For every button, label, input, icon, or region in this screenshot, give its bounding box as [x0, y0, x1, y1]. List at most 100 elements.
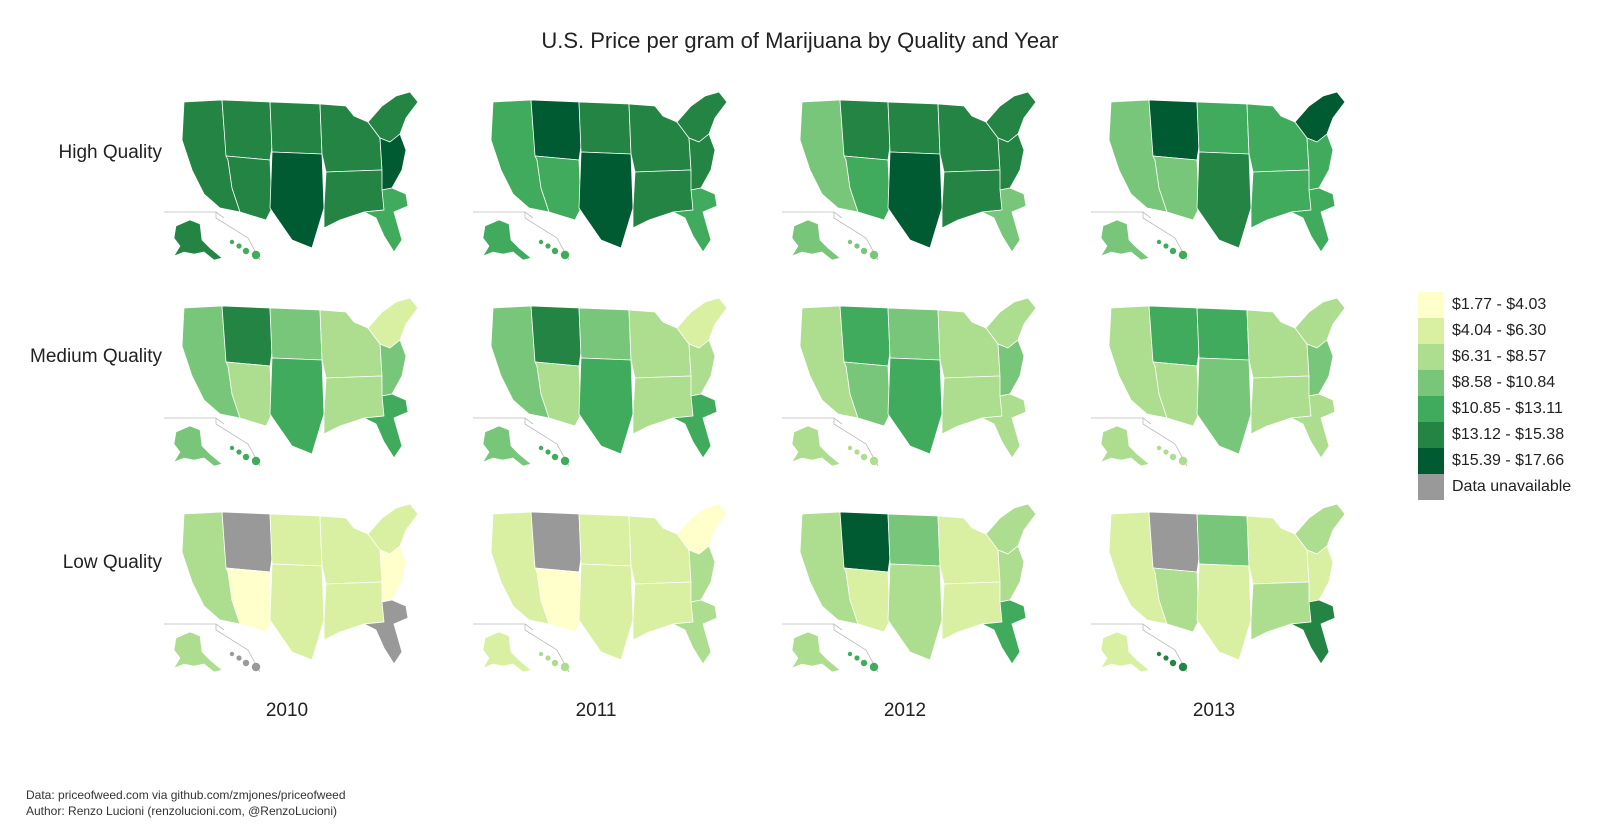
map-region — [997, 133, 1025, 191]
map-region-hawaii — [545, 449, 551, 455]
legend-label: $4.04 - $6.30 — [1452, 322, 1547, 339]
map-region — [269, 151, 325, 249]
map-region — [323, 581, 385, 641]
map-region-hawaii — [538, 651, 544, 657]
map-region — [843, 567, 891, 633]
map-region — [269, 307, 323, 361]
inset-frame — [1091, 623, 1188, 673]
us-map-panel — [1091, 288, 1361, 478]
map-region — [578, 357, 634, 455]
map-region — [269, 513, 323, 567]
col-label-2011: 2011 — [575, 700, 617, 721]
map-region — [632, 375, 694, 435]
map-region-alaska — [1100, 219, 1150, 261]
map-region-hawaii — [1169, 453, 1177, 461]
legend-label: $15.39 - $17.66 — [1452, 452, 1565, 469]
row-label-medium-quality: Medium Quality — [30, 346, 162, 367]
map-region — [887, 151, 943, 249]
map-region — [632, 169, 694, 229]
us-map-panel — [473, 288, 743, 478]
inset-frame — [473, 623, 570, 673]
us-map — [1091, 297, 1346, 467]
map-region-alaska — [173, 631, 223, 673]
map-region — [981, 393, 1027, 459]
map-region — [1196, 513, 1250, 567]
map-region — [839, 511, 891, 573]
map-region-hawaii — [551, 453, 559, 461]
map-region — [981, 187, 1027, 253]
us-map — [782, 91, 1037, 261]
inset-frame — [164, 417, 261, 467]
map-region-alaska — [482, 425, 532, 467]
map-region — [363, 599, 409, 665]
legend-item: $1.77 - $4.03 — [1418, 292, 1571, 318]
map-region-alaska — [1100, 631, 1150, 673]
map-region — [269, 101, 323, 155]
map-region-hawaii — [236, 655, 242, 661]
map-region — [1196, 307, 1250, 361]
legend-item: $8.58 - $10.84 — [1418, 370, 1571, 396]
map-region — [1250, 581, 1312, 641]
map-region — [221, 99, 273, 161]
map-region — [1306, 133, 1334, 191]
map-region — [319, 515, 383, 585]
us-map — [473, 503, 728, 673]
map-region-hawaii — [551, 247, 559, 255]
map-region-hawaii — [1169, 247, 1177, 255]
map-region — [628, 515, 692, 585]
map-region — [1290, 599, 1336, 665]
us-map-panel — [473, 494, 743, 684]
legend-item: $15.39 - $17.66 — [1418, 448, 1571, 474]
map-region-hawaii — [545, 655, 551, 661]
map-region-hawaii — [251, 456, 261, 466]
us-map — [164, 91, 419, 261]
map-region — [225, 567, 273, 633]
map-region-hawaii — [1169, 659, 1177, 667]
map-region-hawaii — [545, 243, 551, 249]
map-region — [1152, 567, 1200, 633]
map-region — [1306, 339, 1334, 397]
map-region — [688, 339, 716, 397]
map-region — [628, 103, 692, 173]
map-region — [839, 305, 891, 367]
map-region — [363, 187, 409, 253]
us-map-panel — [164, 288, 434, 478]
map-region-hawaii — [560, 250, 570, 260]
map-region — [632, 581, 694, 641]
legend-label: $13.12 - $15.38 — [1452, 426, 1565, 443]
map-region — [379, 133, 407, 191]
inset-frame — [164, 623, 261, 673]
map-region — [981, 599, 1027, 665]
us-map-panel — [782, 288, 1052, 478]
map-region — [530, 99, 582, 161]
map-region — [530, 305, 582, 367]
map-region-hawaii — [1156, 239, 1162, 245]
legend-label: Data unavailable — [1452, 478, 1572, 495]
map-region-hawaii — [854, 655, 860, 661]
map-region — [1290, 187, 1336, 253]
legend-swatch — [1418, 474, 1444, 500]
map-region — [225, 155, 273, 221]
map-region-hawaii — [251, 250, 261, 260]
map-region — [379, 339, 407, 397]
map-region — [1196, 101, 1250, 155]
us-map — [164, 503, 419, 673]
us-map — [164, 297, 419, 467]
map-region — [578, 563, 634, 661]
us-map-panel — [164, 82, 434, 272]
us-map-panel — [473, 82, 743, 272]
map-region-hawaii — [1163, 243, 1169, 249]
map-region-alaska — [791, 425, 841, 467]
inset-frame — [1091, 211, 1188, 261]
map-region-hawaii — [854, 449, 860, 455]
us-map-panel — [164, 494, 434, 684]
map-region — [941, 169, 1003, 229]
legend-item: $10.85 - $13.11 — [1418, 396, 1571, 422]
map-region-hawaii — [860, 453, 868, 461]
map-region-hawaii — [242, 453, 250, 461]
map-region-hawaii — [869, 250, 879, 260]
map-region-hawaii — [551, 659, 559, 667]
map-region — [1250, 169, 1312, 229]
legend-swatch — [1418, 344, 1444, 370]
map-region-hawaii — [242, 247, 250, 255]
